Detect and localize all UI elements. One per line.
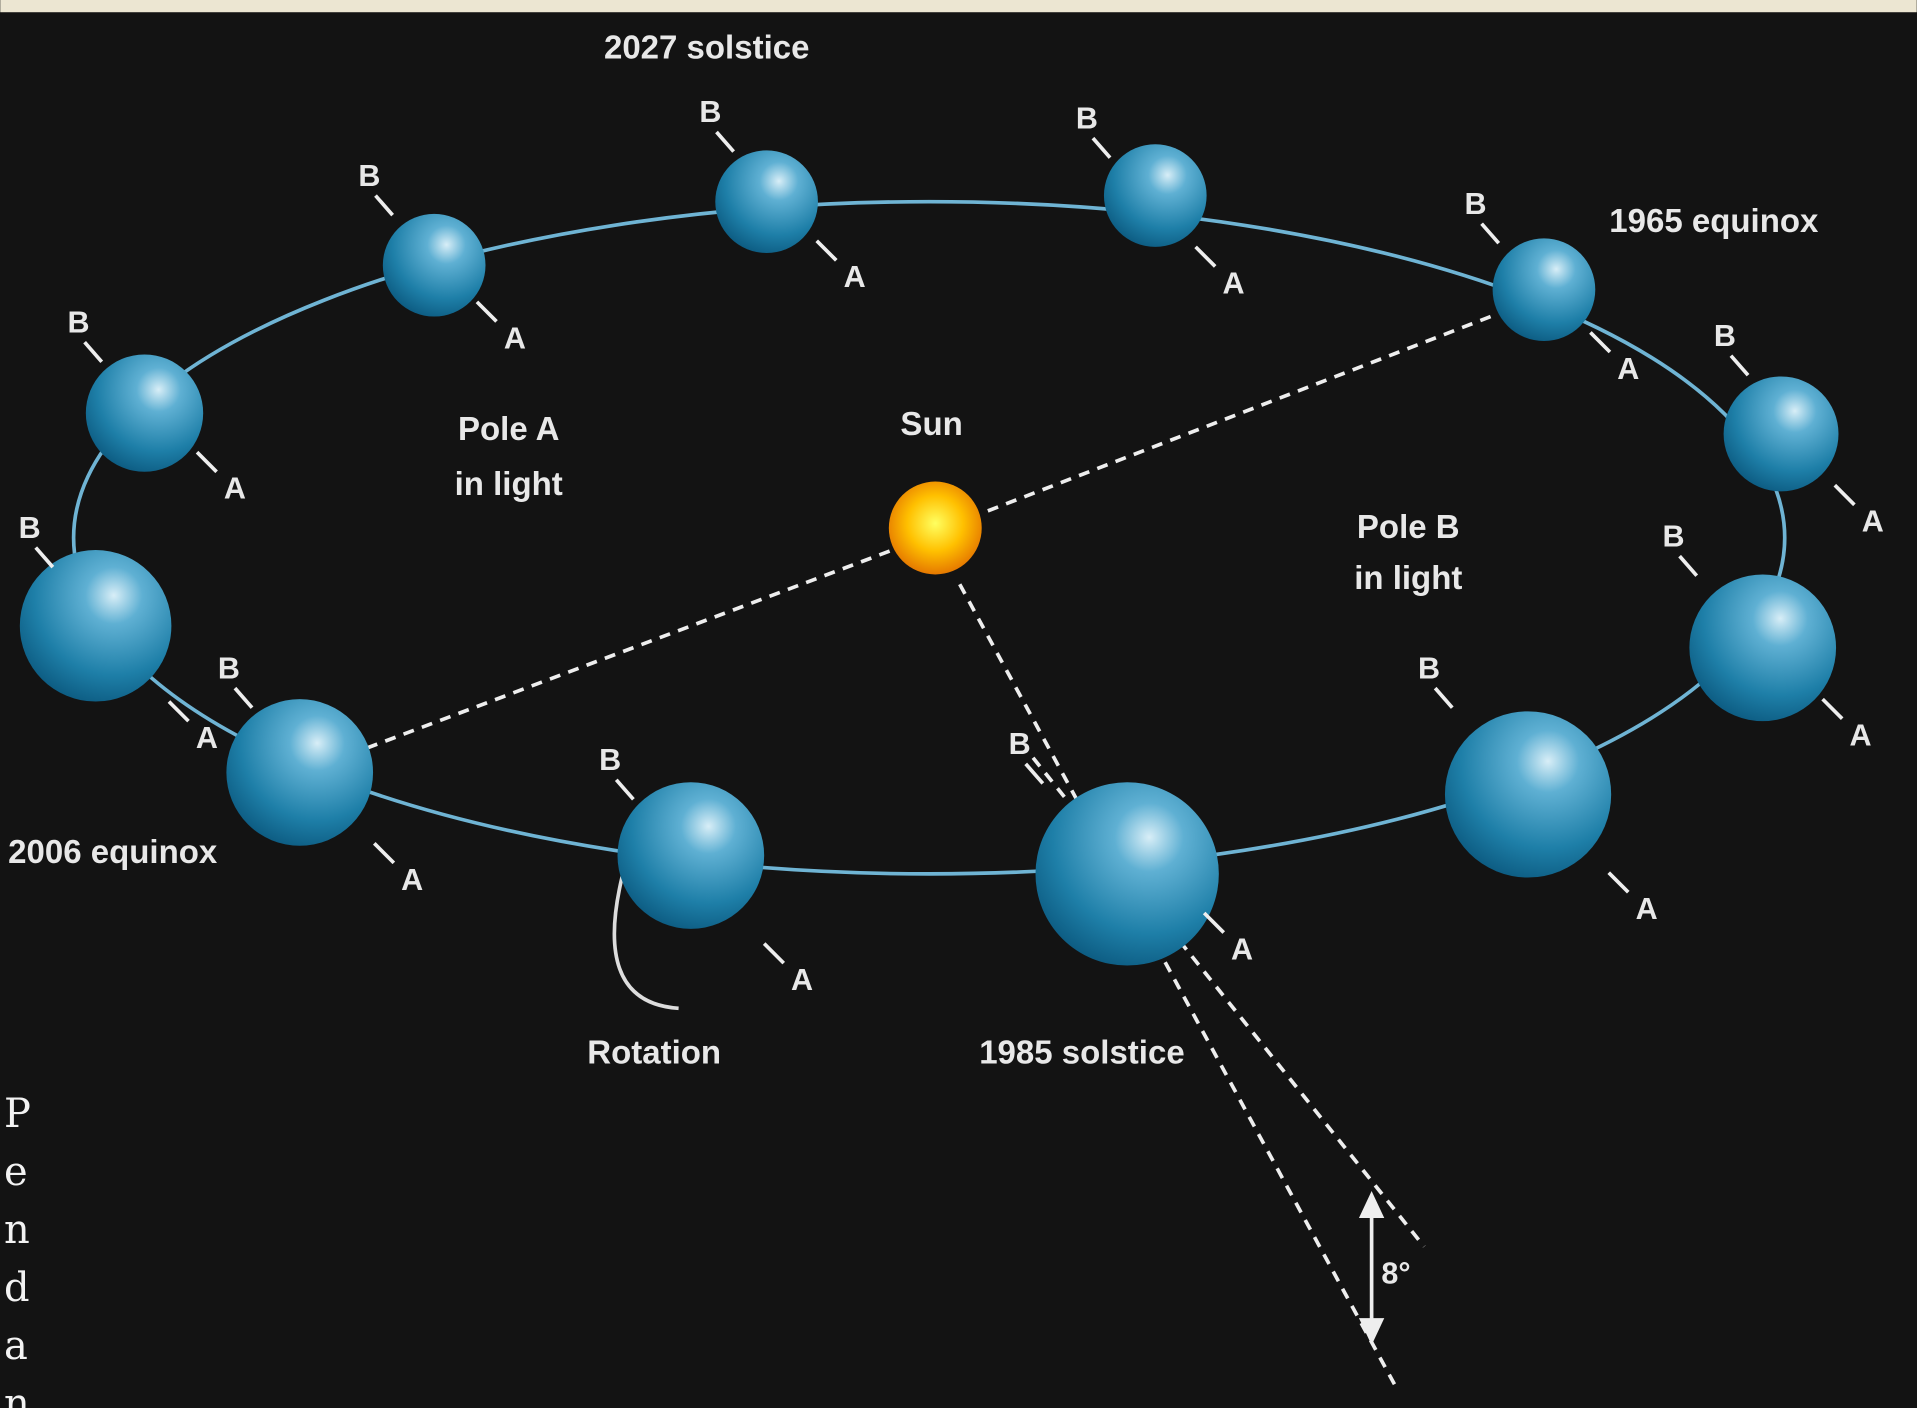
- planet: [19, 550, 172, 702]
- pole-tick: [1678, 554, 1699, 577]
- label: 8°: [1381, 1256, 1410, 1290]
- pole-tick: [374, 194, 394, 217]
- planet: [1689, 574, 1837, 722]
- pole-tick: [1202, 911, 1226, 934]
- orbit: [71, 199, 1787, 876]
- pole-label: B: [1076, 101, 1098, 135]
- label: 2027 solstice: [604, 29, 809, 66]
- pole-tick: [1433, 686, 1454, 709]
- planet: [1103, 144, 1207, 247]
- pole-tick: [1589, 331, 1612, 354]
- pole-label: A: [1636, 892, 1658, 926]
- pole-tick: [715, 130, 735, 153]
- pole-label: A: [401, 863, 423, 897]
- pole-tick: [1024, 762, 1045, 785]
- pole-tick: [1480, 222, 1501, 245]
- pole-tick: [167, 700, 190, 723]
- pole-tick: [762, 942, 786, 965]
- pole-label: A: [1617, 352, 1639, 386]
- pole-tick: [1607, 871, 1630, 894]
- label: Pole A: [458, 410, 559, 447]
- pole-label: B: [358, 159, 380, 193]
- label: Pole B: [1357, 508, 1460, 545]
- pole-tick: [1194, 245, 1217, 268]
- pole-tick: [372, 842, 396, 865]
- planet: [1444, 711, 1612, 878]
- pole-label: A: [1862, 505, 1884, 539]
- pole-tick: [233, 686, 254, 709]
- pole-tick: [1729, 354, 1750, 377]
- pole-label: B: [1418, 651, 1440, 685]
- pole-label: A: [1222, 266, 1244, 300]
- label: in light: [1354, 559, 1462, 596]
- planet: [226, 699, 374, 846]
- planet: [1035, 782, 1219, 966]
- planet: [1723, 376, 1839, 492]
- planet: [85, 354, 204, 472]
- pole-label: B: [599, 743, 621, 777]
- pole-label: A: [1231, 932, 1253, 966]
- pole-tick: [1821, 697, 1844, 720]
- top-strip: [0, 0, 1917, 13]
- label: 2006 equinox: [8, 833, 218, 870]
- pole-tick: [195, 450, 218, 474]
- planet: [715, 150, 818, 253]
- pole-label: B: [1714, 319, 1736, 353]
- label: 1985 solstice: [979, 1033, 1184, 1070]
- pole-label: B: [1663, 519, 1685, 553]
- pole-label: B: [1009, 727, 1031, 761]
- pole-tick: [614, 778, 635, 801]
- side-text: Pendan: [4, 1091, 31, 1408]
- pole-label: A: [1850, 719, 1872, 753]
- pole-tick: [475, 300, 498, 323]
- pole-tick: [1833, 483, 1856, 507]
- pole-tick: [1091, 136, 1112, 159]
- label: in light: [455, 465, 563, 502]
- pole-tick: [34, 546, 55, 569]
- pole-label: A: [196, 721, 218, 755]
- pole-label: B: [1465, 187, 1487, 221]
- angle-arrow: [1358, 1191, 1385, 1346]
- pole-label: A: [844, 260, 866, 294]
- planet: [382, 213, 486, 317]
- planet: [1492, 238, 1596, 341]
- pole-label: B: [68, 305, 90, 339]
- pole-label: B: [218, 651, 240, 685]
- pole-label: B: [19, 511, 41, 545]
- sun: [888, 481, 982, 575]
- label: Rotation: [587, 1033, 721, 1070]
- planets: B A B A B A B A B A B A B A B A B A B A B A B A: [19, 95, 1884, 997]
- rotation-arrow: [612, 861, 679, 1011]
- label: 1965 equinox: [1609, 202, 1819, 239]
- pole-label: A: [224, 472, 246, 506]
- pole-tick: [815, 239, 838, 262]
- pole-tick: [83, 341, 104, 363]
- label: Sun: [900, 405, 962, 442]
- pole-label: B: [699, 95, 721, 129]
- pole-label: A: [504, 321, 526, 355]
- pole-label: A: [791, 963, 813, 997]
- planet: [617, 782, 765, 929]
